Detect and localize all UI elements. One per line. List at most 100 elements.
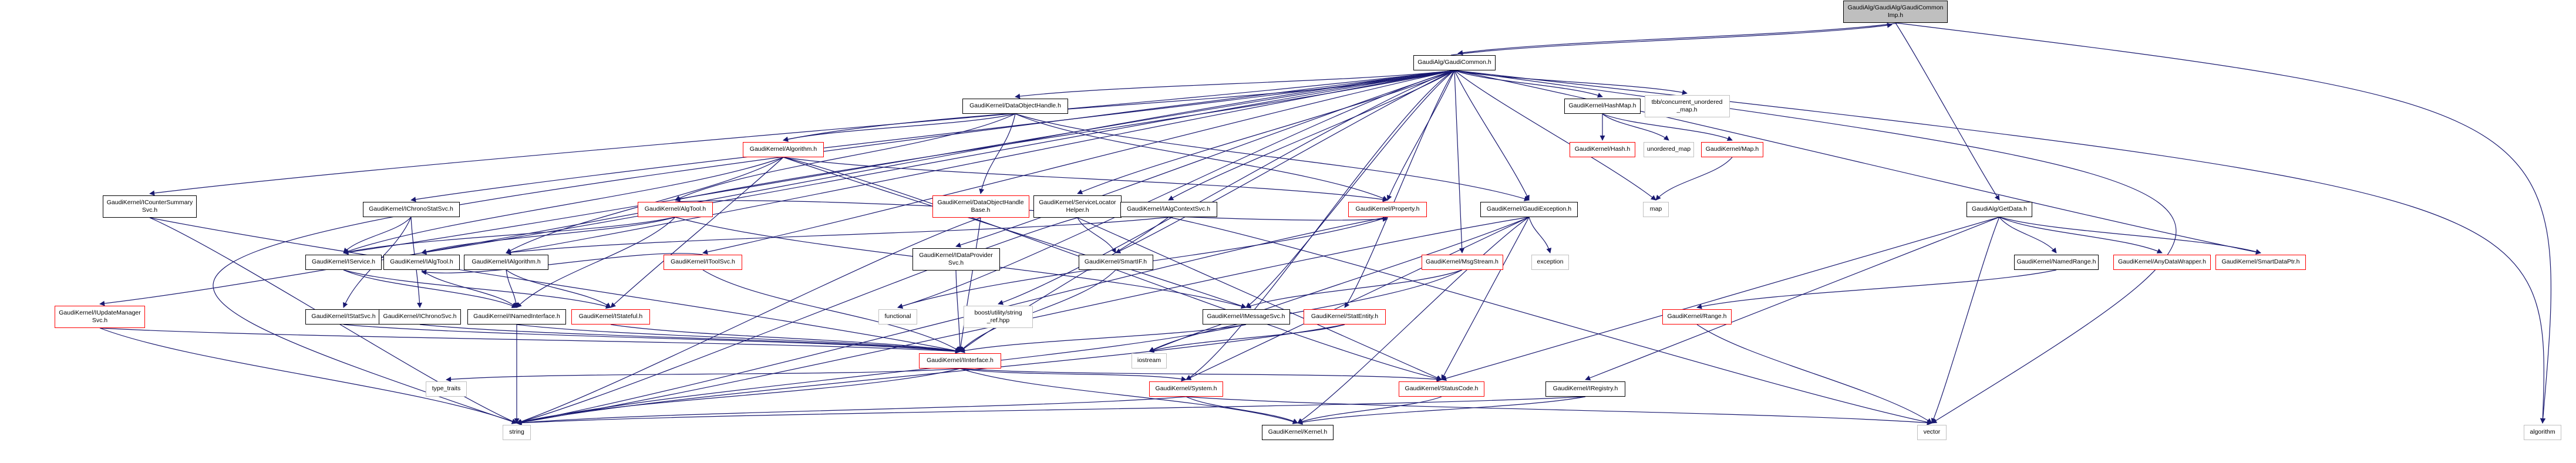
edge-getdata-to-smartdataptr [1999, 217, 2261, 255]
edge-iservice-to-inamedinterface [343, 269, 517, 308]
edge-gaudicommon-to-tbb [1454, 70, 1688, 95]
graph-node-algorithm_std: algorithm [2524, 425, 2561, 440]
edge-gaudiexception-to-system [1186, 217, 1530, 380]
edge-iservice-to-istateful [343, 269, 611, 309]
edge-gaudicommon-to-ialgorithm [506, 70, 1455, 255]
edge-gaudicommon-to-idataprovidersvc [955, 70, 1455, 248]
graph-node-ialgcontextsvc[interactable]: GaudiKernel/IAlgContextSvc.h [1120, 202, 1217, 217]
graph-node-idataprovidersvc[interactable]: GaudiKernel/IDataProvider Svc.h [912, 248, 1000, 271]
edge-gaudicommon-to-imessagesvc [1245, 70, 1455, 308]
edge-istatsvc-to-iinterface [343, 324, 961, 354]
edge-ialgorithm-to-istateful [506, 269, 611, 308]
graph-node-namedrange[interactable]: GaudiKernel/NamedRange.h [2014, 255, 2099, 270]
edge-msgstream-to-imessagesvc [1245, 269, 1463, 309]
edge-gaudicommon-to-itoolsvc [702, 70, 1455, 255]
graph-node-kernel[interactable]: GaudiKernel/Kernel.h [1262, 425, 1334, 440]
edge-dataobjecthandle-to-algtool [675, 113, 1016, 201]
edge-servicelocatorhelper-to-statuscode [1077, 217, 1442, 380]
edge-itoolsvc-to-ialgtool [421, 253, 703, 275]
edge-dataobjecthandle-to-gaudiexception [1015, 113, 1530, 201]
edge-servicelocatorhelper-to-smartif [1077, 217, 1116, 254]
graph-node-imessagesvc[interactable]: GaudiKernel/IMessageSvc.h [1202, 309, 1290, 325]
edge-root-to-gaudicommon [1457, 22, 1900, 56]
edge-algorithm_h-to-imessagesvc [783, 157, 1247, 309]
graph-node-gaudicommon[interactable]: GaudiAlg/GaudiCommon.h [1413, 55, 1496, 70]
edge-gaudicommon-to-system [1186, 70, 1455, 380]
edge-gaudicommon-to-root [1450, 22, 1893, 56]
graph-node-smartif[interactable]: GaudiKernel/SmartIF.h [1078, 255, 1153, 270]
graph-node-itoolsvc[interactable]: GaudiKernel/IToolSvc.h [664, 255, 742, 270]
edge-dataobjecthandle-to-dataobjecthandlebase [979, 113, 1016, 194]
graph-node-iupdatemanagersvc[interactable]: GaudiKernel/IUpdateManager Svc.h [55, 306, 145, 328]
graph-node-ichronosvc[interactable]: GaudiKernel/IChronoSvc.h [379, 309, 461, 325]
edge-ialgtool-to-inamedinterface [421, 269, 517, 308]
edge-iinterface-to-string [516, 368, 961, 425]
graph-node-smartdataptr[interactable]: GaudiKernel/SmartDataPtr.h [2215, 255, 2306, 270]
edge-algorithm_h-to-property [783, 157, 1388, 202]
edge-getdata-to-statuscode [1441, 217, 2000, 381]
edge-gaudicommon-to-iservice [343, 70, 1455, 255]
graph-node-statuscode[interactable]: GaudiKernel/StatusCode.h [1399, 381, 1484, 397]
graph-node-inamedinterface[interactable]: GaudiKernel/INamedInterface.h [467, 309, 566, 325]
graph-node-hashmap[interactable]: GaudiKernel/HashMap.h [1564, 99, 1641, 114]
graph-node-ichronostatsvc[interactable]: GaudiKernel/IChronoStatSvc.h [362, 202, 460, 217]
graph-node-servicelocatorhelper[interactable]: GaudiKernel/ServiceLocator Helper.h [1033, 195, 1122, 218]
edge-ichronostatsvc-to-iservice [343, 217, 412, 254]
edge-gaudicommon-to-algtool [675, 70, 1455, 202]
graph-node-ialgtool[interactable]: GaudiKernel/IAlgTool.h [383, 255, 460, 270]
graph-node-range[interactable]: GaudiKernel/Range.h [1662, 309, 1732, 325]
edge-ialgcontextsvc-to-iinterface [959, 217, 1169, 352]
edge-servicelocatorhelper-to-string [516, 217, 1078, 425]
graph-node-istateful[interactable]: GaudiKernel/IStateful.h [571, 309, 650, 325]
edge-gaudicommon-to-property [1386, 70, 1455, 201]
edge-gaudiexception-to-statuscode [1441, 217, 1530, 380]
graph-node-iinterface[interactable]: GaudiKernel/IInterface.h [919, 353, 1001, 369]
edge-dataobjecthandle-to-property [1015, 113, 1388, 201]
graph-node-functional: functional [878, 309, 917, 325]
graph-node-msgstream[interactable]: GaudiKernel/MsgStream.h [1421, 255, 1503, 270]
graph-node-property[interactable]: GaudiKernel/Property.h [1348, 202, 1427, 217]
graph-node-istatsvc[interactable]: GaudiKernel/IStatSvc.h [305, 309, 382, 325]
edge-iupdatemanagersvc-to-string [99, 327, 517, 424]
graph-node-anydatawrapper[interactable]: GaudiKernel/AnyDataWrapper.h [2113, 255, 2211, 270]
edge-gaudicommon-to-string [213, 70, 1455, 424]
graph-node-iregistry[interactable]: GaudiKernel/IRegistry.h [1545, 381, 1625, 397]
graph-node-getdata[interactable]: GaudiAlg/GetData.h [1966, 202, 2032, 217]
graph-node-statentity[interactable]: GaudiKernel/StatEntity.h [1304, 309, 1386, 325]
graph-node-ialgorithm[interactable]: GaudiKernel/IAlgorithm.h [464, 255, 548, 270]
graph-node-string: string [503, 425, 531, 440]
edge-system-to-kernel [1186, 396, 1298, 424]
graph-node-dataobjecthandlebase[interactable]: GaudiKernel/DataObjectHandle Base.h [932, 195, 1029, 218]
edge-algtool-to-property [675, 200, 1388, 222]
graph-node-algorithm_h[interactable]: GaudiKernel/Algorithm.h [743, 142, 824, 157]
edge-iupdatemanagersvc-to-iinterface [99, 327, 961, 354]
edge-getdata-to-namedrange [1999, 217, 2057, 254]
edge-dataobjecthandle-to-algorithm_h [783, 113, 1016, 142]
edge-imessagesvc-to-iinterface [959, 324, 1247, 353]
edge-gaudicommon-to-icountersummarysvc [149, 70, 1455, 196]
graph-node-algtool[interactable]: GaudiKernel/AlgTool.h [638, 202, 713, 217]
edge-gaudicommon-to-ichronostatsvc [410, 70, 1455, 202]
edge-gaudicommon-to-vector [1454, 70, 2177, 424]
graph-node-iservice[interactable]: GaudiKernel/IService.h [305, 255, 382, 270]
edge-gaudicommon-to-algorithm_h [783, 70, 1455, 142]
edge-root-to-algorithm_std [1895, 22, 2552, 424]
edge-istateful-to-iinterface [610, 324, 961, 354]
edge-algorithm_h-to-iservice [343, 157, 784, 254]
edge-getdata-to-anydatawrapper [1999, 217, 2163, 254]
graph-node-system[interactable]: GaudiKernel/System.h [1149, 381, 1223, 397]
graph-node-gaudiexception[interactable]: GaudiKernel/GaudiException.h [1480, 202, 1578, 217]
graph-node-dataobjecthandle[interactable]: GaudiKernel/DataObjectHandle.h [962, 99, 1068, 114]
graph-node-exception: exception [1531, 255, 1569, 270]
graph-node-hash[interactable]: GaudiKernel/Hash.h [1570, 142, 1635, 157]
edge-idataprovidersvc-to-iinterface [955, 270, 963, 352]
edge-gaudicommon-to-map_std [1454, 70, 1656, 201]
edge-smartif-to-iinterface [959, 269, 1116, 352]
edge-icountersummarysvc-to-iinterface [149, 217, 961, 353]
edge-gaudiexception-to-exception [1528, 217, 1552, 254]
edge-gaudicommon-to-hashmap [1454, 70, 1603, 98]
edge-getdata-to-iregistry [1585, 217, 2000, 381]
graph-node-icountersummarysvc[interactable]: GaudiKernel/ICounterSummary Svc.h [103, 195, 197, 218]
graph-node-map_h[interactable]: GaudiKernel/Map.h [1701, 142, 1763, 157]
edge-gaudicommon-to-statentity [1344, 70, 1455, 308]
